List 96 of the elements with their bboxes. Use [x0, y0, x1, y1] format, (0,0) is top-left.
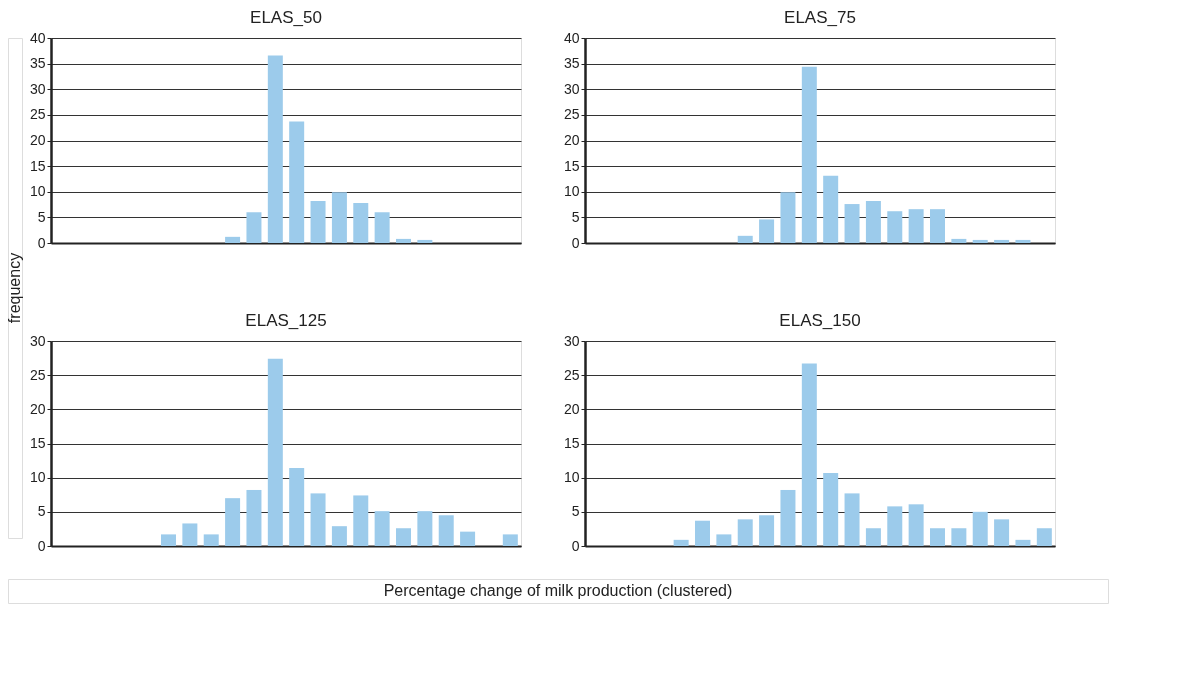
y-tick-label: 35: [29, 55, 46, 72]
bar: [801, 66, 817, 243]
bar: [417, 239, 433, 243]
bar: [1015, 239, 1031, 243]
bar: [780, 192, 796, 243]
y-tick-label: 30: [29, 80, 46, 97]
bar: [801, 363, 817, 546]
y-tick-label: 10: [563, 469, 580, 486]
bar: [844, 493, 860, 546]
bar: [502, 534, 518, 546]
y-tick-label: 15: [29, 435, 46, 451]
bar: [1036, 528, 1052, 546]
bar: [353, 203, 369, 243]
bar: [331, 526, 347, 546]
chart-title: ELAS_50: [250, 8, 322, 27]
y-tick-label: 5: [571, 208, 580, 225]
y-tick-label: 35: [563, 55, 580, 72]
bar: [331, 192, 347, 243]
bar: [438, 515, 454, 546]
y-tick-label: 5: [37, 208, 46, 225]
bar: [994, 519, 1010, 546]
y-tick-label: 0: [571, 234, 580, 251]
y-tick-label: 20: [29, 400, 46, 417]
chart-title: ELAS_75: [784, 8, 856, 27]
bar: [267, 358, 283, 546]
bar: [865, 200, 881, 243]
y-tick-label: 15: [29, 157, 46, 174]
y-tick-label: 10: [563, 183, 580, 200]
bar: [289, 468, 305, 546]
bar: [887, 211, 903, 243]
bar: [823, 175, 839, 243]
bar: [396, 238, 411, 243]
y-tick-label: 25: [563, 106, 580, 123]
bar: [930, 209, 945, 243]
bar: [460, 531, 476, 546]
bar: [930, 528, 945, 546]
bar: [225, 498, 241, 546]
bar: [737, 235, 753, 243]
y-tick-label: 15: [563, 435, 580, 451]
y-tick-label: 30: [29, 332, 46, 349]
bar: [994, 239, 1010, 243]
y-tick-label: 10: [29, 183, 46, 200]
y-tick-label: 0: [37, 537, 46, 554]
bar: [374, 511, 390, 546]
bar: [780, 489, 796, 546]
bar: [310, 493, 326, 546]
bar: [908, 504, 924, 546]
bar: [246, 489, 262, 546]
bar: [310, 200, 326, 243]
y-tick-label: 20: [563, 132, 580, 148]
bar: [951, 238, 967, 243]
y-tick-label: 40: [563, 29, 580, 46]
chart-title: ELAS_125: [245, 311, 327, 330]
bar: [1015, 539, 1031, 546]
bar: [737, 519, 753, 546]
bar: [203, 534, 219, 546]
y-tick-label: 0: [571, 537, 580, 554]
bar: [844, 204, 860, 243]
x-axis-title: Percentage change of milk production (clustered): [383, 582, 733, 599]
chart-title: ELAS_150: [779, 311, 861, 330]
bar: [823, 472, 839, 546]
bar: [289, 121, 305, 243]
bar: [972, 511, 988, 546]
y-tick-label: 20: [29, 132, 46, 148]
y-tick-label: 15: [563, 157, 580, 174]
bar: [951, 528, 967, 546]
y-tick-label: 30: [563, 332, 580, 349]
y-tick-label: 25: [29, 106, 46, 123]
y-axis-title: frequency: [6, 252, 23, 324]
y-tick-label: 25: [29, 366, 46, 383]
bar: [673, 539, 689, 546]
bar: [267, 55, 283, 243]
y-tick-label: 10: [29, 469, 46, 486]
bar: [396, 528, 411, 546]
bar: [865, 528, 881, 546]
bar: [417, 511, 433, 546]
bar: [908, 209, 924, 243]
bar: [887, 506, 903, 546]
y-tick-label: 30: [563, 80, 580, 97]
y-tick-label: 20: [563, 400, 580, 417]
bar: [246, 212, 262, 243]
y-tick-label: 5: [571, 503, 580, 520]
y-tick-label: 40: [29, 29, 46, 46]
bar: [182, 523, 198, 546]
bar: [759, 515, 775, 546]
bar: [225, 236, 241, 243]
bar: [353, 495, 369, 546]
bar: [695, 520, 710, 546]
y-tick-label: 0: [37, 234, 46, 251]
bar: [716, 534, 732, 546]
y-tick-label: 5: [37, 503, 46, 520]
bar: [161, 534, 176, 546]
bar: [374, 212, 390, 243]
bar: [759, 219, 775, 243]
y-tick-label: 25: [563, 366, 580, 383]
bar: [972, 239, 988, 243]
